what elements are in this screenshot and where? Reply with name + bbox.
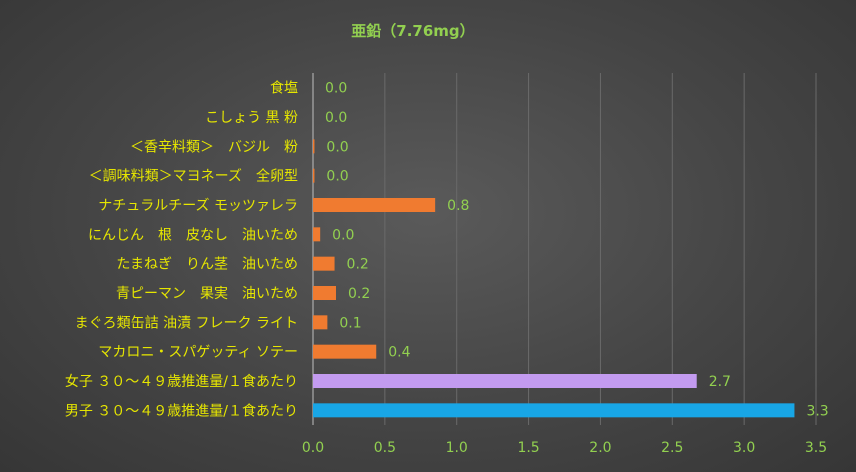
category-label: こしょう 黒 粉 [205, 110, 298, 126]
value-label: 2.7 [709, 374, 731, 390]
value-label: 3.3 [806, 403, 828, 419]
bar [313, 344, 377, 359]
x-tick-label: 0.5 [374, 440, 396, 456]
value-label: 0.0 [326, 139, 348, 155]
category-label: たまねぎ りん茎 油いため [116, 257, 298, 273]
category-label: ナチュラルチーズ モッツァレラ [98, 198, 298, 214]
bar [313, 227, 321, 242]
category-label: 青ピーマン 果実 油いため [116, 286, 298, 302]
bar [313, 315, 328, 330]
bar [313, 256, 335, 271]
value-label: 0.4 [388, 345, 410, 361]
value-label: 0.2 [348, 286, 370, 302]
category-label: 食塩 [270, 80, 298, 97]
value-label: 0.2 [347, 257, 369, 273]
category-label: 男子 ３０～４９歳推進量/１食あたり [65, 402, 298, 419]
bar [313, 286, 336, 300]
value-label: 0.1 [339, 315, 361, 331]
value-label: 0.0 [325, 81, 347, 97]
x-tick-label: 1.5 [517, 440, 539, 456]
x-tick-label: 2.0 [589, 440, 611, 456]
category-label: まぐろ類缶詰 油漬 フレーク ライト [75, 315, 298, 331]
category-label: 女子 ３０～４９歳推進量/１食あたり [65, 373, 298, 390]
x-tick-labels: 0.0 0.5 1.0 1.5 2.0 2.5 3.0 3.5 [302, 440, 827, 456]
value-label: 0.0 [326, 169, 348, 185]
x-tick-label: 1.0 [446, 440, 468, 456]
x-tick-label: 0.0 [302, 440, 324, 456]
bar [313, 139, 315, 154]
chart-title: 亜鉛（7.76mg） [351, 22, 474, 40]
value-label: 0.0 [325, 110, 347, 126]
category-label: ＜調味料類＞マヨネーズ 全卵型 [89, 168, 298, 185]
grid-lines [312, 73, 817, 425]
bar [313, 403, 795, 418]
category-label: にんじん 根 皮なし 油いため [88, 227, 298, 243]
bars [313, 139, 795, 418]
x-tick-label: 3.5 [805, 440, 827, 456]
value-label: 0.0 [332, 227, 354, 243]
x-tick-label: 3.0 [733, 440, 755, 456]
bar [313, 168, 315, 183]
category-label: マカロニ・スパゲッティ ソテー [98, 345, 298, 361]
category-label: ＜香辛料類＞ バジル 粉 [130, 139, 298, 155]
value-labels: 0.0 0.0 0.0 0.0 0.8 0.0 0.2 0.2 0.1 0.4 2.7 3.3 [325, 81, 829, 420]
x-tick-label: 2.5 [661, 440, 683, 456]
value-label: 0.8 [447, 198, 469, 214]
bar [313, 374, 697, 388]
bar [313, 198, 436, 212]
